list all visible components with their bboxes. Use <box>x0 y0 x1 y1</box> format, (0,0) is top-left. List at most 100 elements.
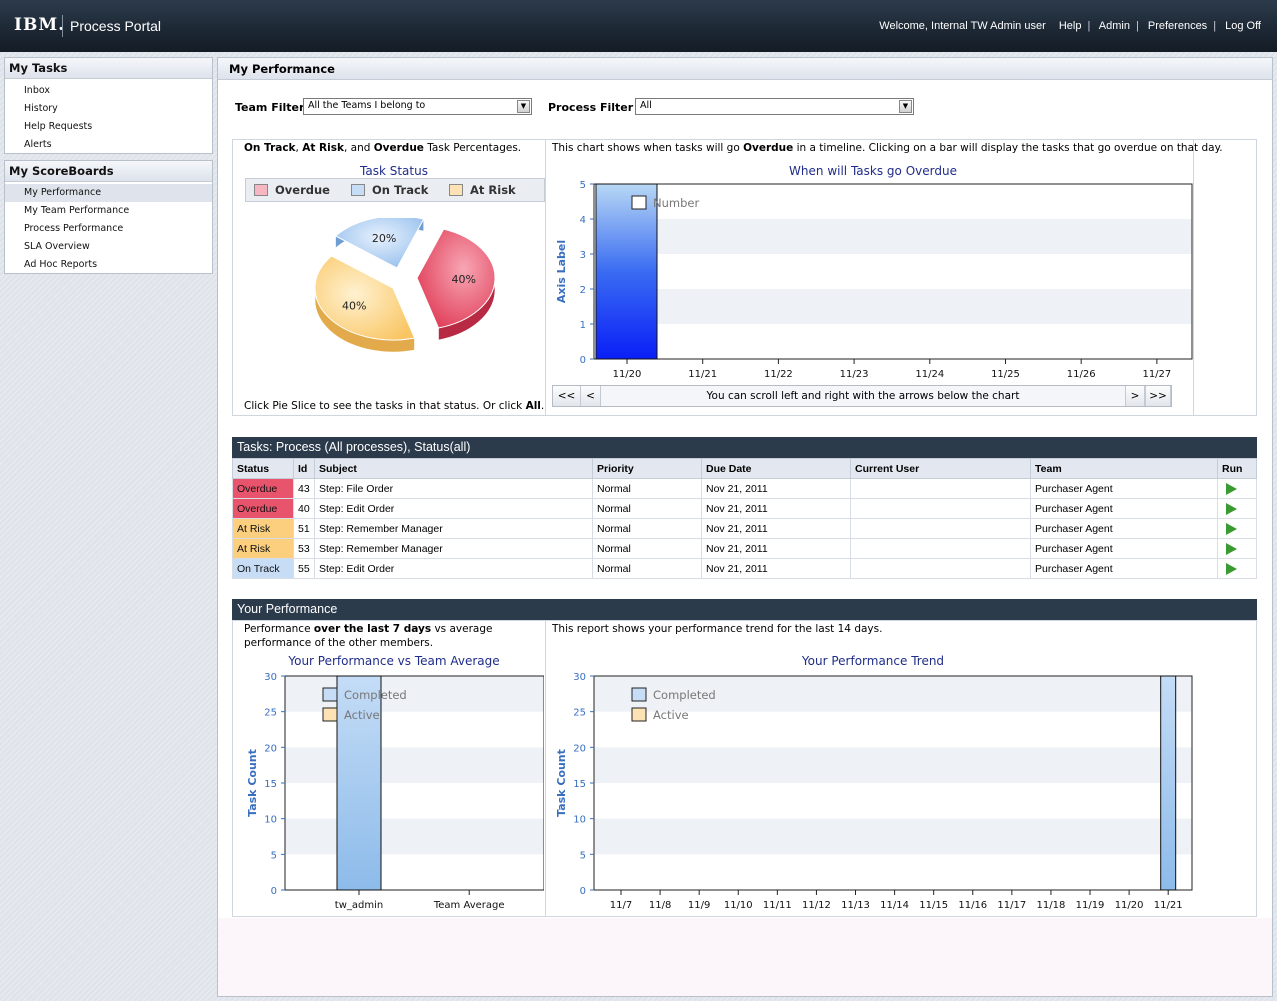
due-date-cell: Nov 21, 2011 <box>701 478 851 499</box>
current-user-cell <box>850 538 1031 559</box>
all-link[interactable]: All <box>525 400 541 412</box>
run-icon[interactable] <box>1226 542 1237 555</box>
sidebar-item-process-performance[interactable]: Process Performance <box>24 223 124 234</box>
scroll-prev-button[interactable]: < <box>581 386 601 406</box>
ibm-logo: IBM. <box>14 15 66 35</box>
process-filter-select[interactable]: All ▼ <box>635 98 914 115</box>
legend-swatch <box>631 195 647 210</box>
legend-label-overdue: Overdue <box>275 183 330 197</box>
my-scoreboards-panel: My ScoreBoards My Performance My Team Pe… <box>4 160 213 274</box>
status-cell: On Track <box>232 558 294 579</box>
col-priority[interactable]: Priority <box>592 458 702 479</box>
pie-legend: Overdue On Track At Risk <box>245 178 545 202</box>
bar-number-11/20[interactable] <box>595 183 658 360</box>
x-tick-label: 11/21 <box>688 369 717 380</box>
my-tasks-title: My Tasks <box>5 58 212 79</box>
desc-text: Task Percentages. <box>423 142 522 154</box>
sidebar-item-ad-hoc-reports[interactable]: Ad Hoc Reports <box>24 259 98 270</box>
table-row[interactable]: Overdue 40 Step: Edit Order Normal Nov 2… <box>232 498 1257 519</box>
pie-label: 20% <box>372 232 396 245</box>
subject-cell[interactable]: Step: Remember Manager <box>314 518 593 539</box>
subject-cell[interactable]: Step: Remember Manager <box>314 538 593 559</box>
nav-separator: | <box>1135 20 1139 32</box>
run-icon[interactable] <box>1226 502 1237 515</box>
chevron-down-icon: ▼ <box>517 100 530 113</box>
table-row[interactable]: Overdue 43 Step: File Order Normal Nov 2… <box>232 478 1257 499</box>
subject-cell[interactable]: Step: File Order <box>314 478 593 499</box>
page-title: My Performance <box>218 58 1272 80</box>
table-row[interactable]: At Risk 53 Step: Remember Manager Normal… <box>232 538 1257 559</box>
pie-slice-overdue[interactable] <box>416 228 496 329</box>
y-axis-label: Axis Label <box>555 240 568 303</box>
process-filter-value: All <box>640 100 652 111</box>
col-current-user[interactable]: Current User <box>850 458 1031 479</box>
sidebar-item-my-team-performance[interactable]: My Team Performance <box>24 205 130 216</box>
y-tick-label: 3 <box>580 250 586 261</box>
col-status[interactable]: Status <box>232 458 294 479</box>
pie-chart-title: Task Status <box>360 164 428 178</box>
table-row[interactable]: On Track 55 Step: Edit Order Normal Nov … <box>232 558 1257 579</box>
x-tick-label: 11/14 <box>880 900 909 911</box>
id-cell: 55 <box>293 558 315 579</box>
pie-slice-at-risk[interactable] <box>314 255 416 341</box>
scroll-first-button[interactable]: << <box>553 386 581 406</box>
desc-text: , and <box>343 142 374 154</box>
status-cell: Overdue <box>232 478 294 499</box>
bar-completed-11/21[interactable] <box>1160 675 1177 891</box>
grid-stripe <box>285 747 544 783</box>
x-tick-label: 11/24 <box>915 369 944 380</box>
preferences-link[interactable]: Preferences <box>1147 20 1208 32</box>
col-team[interactable]: Team <box>1030 458 1218 479</box>
desc-bold: Overdue <box>373 142 424 154</box>
sidebar-item-history[interactable]: History <box>24 103 58 114</box>
footer-text: Click Pie Slice to see the tasks in that… <box>244 400 526 412</box>
id-cell: 53 <box>293 538 315 559</box>
overdue-chart-title: When will Tasks go Overdue <box>789 164 957 178</box>
subject-cell[interactable]: Step: Edit Order <box>314 558 593 579</box>
team-filter-select[interactable]: All the Teams I belong to ▼ <box>303 98 532 115</box>
performance-panel <box>232 620 1257 917</box>
nav-separator: | <box>1087 20 1091 32</box>
legend-label: Completed <box>653 688 716 702</box>
run-cell <box>1217 518 1257 539</box>
admin-link[interactable]: Admin <box>1098 20 1130 32</box>
desc-text: , <box>295 142 303 154</box>
sidebar-item-inbox[interactable]: Inbox <box>24 85 50 96</box>
x-tick-label: 11/9 <box>688 900 710 911</box>
run-cell <box>1217 538 1257 559</box>
col-due-date[interactable]: Due Date <box>701 458 851 479</box>
scroll-next-button[interactable]: > <box>1125 386 1145 406</box>
sidebar-item-alerts[interactable]: Alerts <box>24 139 52 150</box>
current-user-cell <box>850 558 1031 579</box>
y-tick-label: 25 <box>264 708 277 719</box>
chevron-down-icon: ▼ <box>899 100 912 113</box>
legend-label: Completed <box>344 688 407 702</box>
col-id[interactable]: Id <box>293 458 315 479</box>
due-date-cell: Nov 21, 2011 <box>701 498 851 519</box>
process-filter-label: Process Filter <box>548 101 634 114</box>
sidebar-item-help-requests[interactable]: Help Requests <box>24 121 93 132</box>
run-icon[interactable] <box>1226 522 1237 535</box>
log-off-link[interactable]: Log Off <box>1225 20 1261 32</box>
table-row[interactable]: At Risk 51 Step: Remember Manager Normal… <box>232 518 1257 539</box>
x-tick-label: 11/26 <box>1067 369 1096 380</box>
y-tick-label: 10 <box>264 815 277 826</box>
subject-cell[interactable]: Step: Edit Order <box>314 498 593 519</box>
x-tick-label: 11/21 <box>1154 900 1183 911</box>
legend-label: Active <box>344 708 380 722</box>
pie-slice-on-track[interactable] <box>334 218 425 269</box>
team-cell: Purchaser Agent <box>1030 478 1218 499</box>
run-icon[interactable] <box>1226 562 1237 575</box>
help-link[interactable]: Help <box>1058 20 1082 32</box>
run-cell <box>1217 498 1257 519</box>
desc-bold: On Track <box>244 142 296 154</box>
x-tick-label: 11/15 <box>919 900 948 911</box>
sidebar-item-my-performance[interactable]: My Performance <box>5 184 212 202</box>
scroll-last-button[interactable]: >> <box>1145 386 1171 406</box>
y-tick-label: 15 <box>264 779 277 790</box>
run-icon[interactable] <box>1226 482 1237 495</box>
sidebar-item-sla-overview[interactable]: SLA Overview <box>24 241 90 252</box>
bar-completed-tw_admin[interactable] <box>336 675 382 891</box>
col-subject[interactable]: Subject <box>314 458 593 479</box>
y-tick-label: 10 <box>573 815 586 826</box>
